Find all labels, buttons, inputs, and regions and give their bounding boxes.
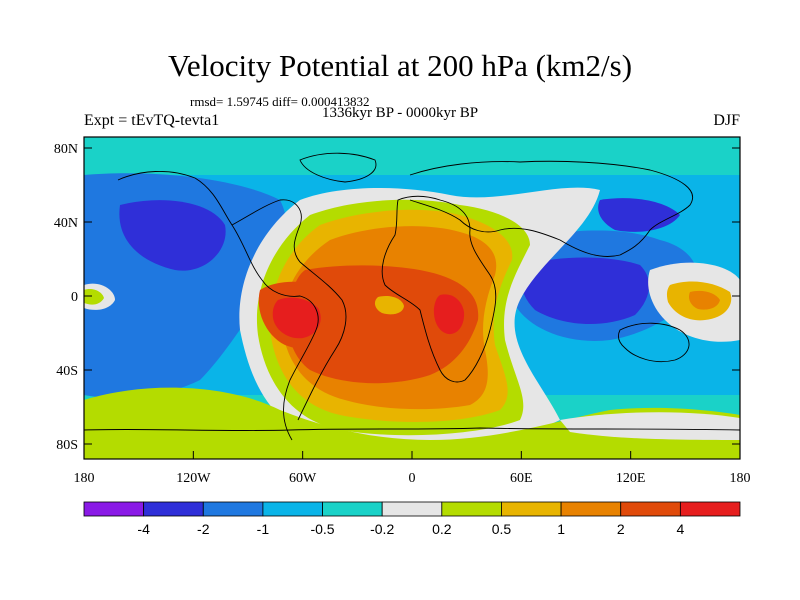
colorbar-swatch: [441, 501, 502, 517]
colorbar-label: 4: [676, 521, 684, 537]
lon-label: 180: [74, 471, 95, 486]
americas-east-coast: [231, 199, 347, 421]
colorbar-label: -1: [257, 521, 270, 537]
colorbar: -4 -2 -1 -0.5 -0.2 0.2 0.5 1 2 4: [83, 501, 741, 537]
coastlines: [84, 152, 740, 441]
colorbar-swatch: [322, 501, 383, 517]
field-amazon-core: [272, 297, 321, 339]
colorbar-label: -4: [137, 521, 150, 537]
lon-label: 120E: [616, 471, 646, 486]
season-label: DJF: [713, 112, 740, 129]
lon-label: 0: [409, 471, 416, 486]
colorbar-swatch: [143, 501, 204, 517]
eurasia-coast: [409, 160, 693, 257]
lon-label: 60W: [289, 471, 317, 486]
colorbar-label: 1: [557, 521, 565, 537]
latitude-axis: 80N 40N 0 40S 80S: [54, 142, 740, 453]
colorbar-label: 2: [617, 521, 625, 537]
colorbar-label: -0.2: [370, 521, 394, 537]
field-indo-min: [521, 257, 650, 325]
colorbar-swatch: [501, 501, 562, 517]
lat-label: 0: [71, 290, 78, 305]
lat-label: 40N: [54, 216, 78, 231]
time-period-label: 1336kyr BP - 0000kyr BP: [321, 105, 479, 121]
field-africa-core: [433, 294, 465, 335]
australia-coast: [617, 322, 690, 363]
africa-coast: [381, 195, 497, 383]
americas-west-coast: [117, 171, 319, 441]
rmsd-stats: rmsd= 1.59745 diff= 0.000413832: [190, 94, 370, 109]
colorbar-swatch: [202, 501, 264, 517]
field-southern-zero: [560, 412, 740, 440]
field-atlantic-max: [288, 265, 479, 384]
field-southern-positive: [84, 387, 740, 459]
colorbar-swatch: [381, 501, 443, 517]
map-title: Velocity Potential at 200 hPa (km2/s): [167, 48, 633, 83]
field-arctic: [84, 137, 740, 175]
colorbar-swatch: [679, 501, 741, 517]
field-shading: [84, 137, 740, 459]
lat-label: 80N: [54, 142, 78, 157]
colorbar-swatch: [620, 501, 681, 517]
colorbar-swatch: [560, 501, 622, 517]
colorbar-swatch: [262, 501, 323, 517]
field-wpac-core: [688, 290, 720, 310]
greenland-coast: [299, 152, 377, 183]
colorbar-label: 0.2: [432, 521, 452, 537]
lon-label: 60E: [510, 471, 533, 486]
field-dateline-positive: [84, 288, 104, 305]
antarctica-coast: [84, 427, 740, 432]
experiment-label: Expt = tEvTQ-tevta1: [84, 112, 220, 129]
lat-label: 40S: [56, 364, 78, 379]
longitude-axis: 180 120W 60W 0 60E 120E 180: [74, 451, 751, 486]
field-atlantic-dip: [374, 296, 404, 315]
colorbar-label: -0.5: [310, 521, 334, 537]
field-pacific-min: [119, 200, 226, 271]
lat-label: 80S: [56, 438, 78, 453]
lon-label: 120W: [176, 471, 211, 486]
colorbar-swatch: [83, 501, 145, 517]
colorbar-label: 0.5: [492, 521, 512, 537]
colorbar-label: -2: [197, 521, 210, 537]
lon-label: 180: [730, 471, 751, 486]
